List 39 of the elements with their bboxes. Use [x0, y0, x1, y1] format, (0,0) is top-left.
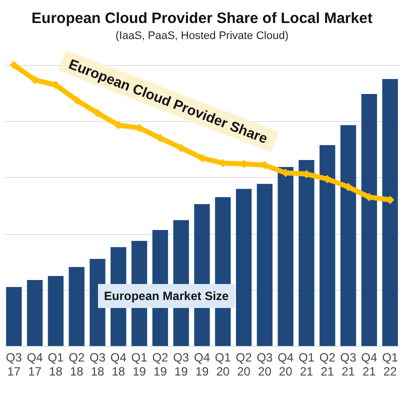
bar — [236, 188, 252, 346]
bar — [340, 125, 356, 346]
chart-title: European Cloud Provider Share of Local Market — [32, 10, 372, 27]
x-tick-label: Q3 19 — [173, 350, 190, 378]
x-tick-label: Q1 22 — [382, 350, 398, 378]
point — [156, 134, 164, 142]
x-tick-label: Q4 17 — [26, 350, 44, 378]
x-tick-label: Q1 19 — [131, 350, 148, 378]
x-tick-label: Q4 18 — [110, 350, 127, 378]
x-tick-label: Q2 21 — [319, 350, 336, 378]
x-tick-label: Q4 19 — [194, 350, 210, 378]
bar — [278, 167, 294, 346]
x-tick-label: Q4 21 — [361, 350, 378, 378]
x-tick-label: Q3 18 — [90, 350, 106, 378]
x-tick-label: Q3 20 — [256, 350, 274, 378]
x-tick-label: Q3 21 — [340, 350, 357, 378]
x-tick-label: Q2 19 — [152, 350, 169, 378]
bar — [361, 94, 378, 346]
x-tick-label: Q1 21 — [298, 350, 315, 378]
point — [10, 60, 18, 70]
series-label: European Market Size — [98, 284, 235, 308]
x-tick-label: Q1 20 — [214, 350, 232, 378]
point — [93, 108, 102, 118]
point — [344, 182, 352, 192]
x-tick-label: Q4 20 — [278, 350, 294, 378]
bar — [48, 276, 64, 346]
x-tick-label: Q2 18 — [68, 350, 85, 378]
x-tick-label: Q3 17 — [6, 350, 22, 378]
bar — [6, 286, 22, 346]
bar — [298, 160, 314, 346]
bar — [68, 267, 84, 346]
x-tick-label: Q2 20 — [236, 350, 252, 378]
chart-subtitle: (IaaS, PaaS, Hosted Private Cloud) — [115, 30, 289, 42]
bar — [320, 145, 336, 346]
bar — [26, 280, 43, 346]
bar — [256, 184, 273, 346]
x-tick-label: Q1 18 — [48, 350, 64, 378]
bar — [382, 79, 398, 346]
point — [72, 96, 81, 104]
